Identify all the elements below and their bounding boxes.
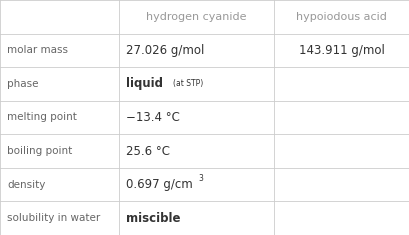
Text: −13.4 °C: −13.4 °C (126, 111, 180, 124)
Text: 143.911 g/mol: 143.911 g/mol (299, 44, 384, 57)
Text: 25.6 °C: 25.6 °C (126, 145, 170, 158)
Text: density: density (7, 180, 46, 190)
Text: 27.026 g/mol: 27.026 g/mol (126, 44, 204, 57)
Text: hydrogen cyanide: hydrogen cyanide (146, 12, 247, 22)
Text: hypoiodous acid: hypoiodous acid (296, 12, 387, 22)
Text: solubility in water: solubility in water (7, 213, 101, 223)
Text: (at STP): (at STP) (173, 79, 203, 88)
Text: phase: phase (7, 79, 39, 89)
Text: melting point: melting point (7, 113, 77, 122)
Text: 0.697 g/cm: 0.697 g/cm (126, 178, 193, 191)
Text: liquid: liquid (126, 77, 163, 90)
Text: boiling point: boiling point (7, 146, 73, 156)
Text: 3: 3 (199, 174, 204, 183)
Text: molar mass: molar mass (7, 45, 68, 55)
Text: miscible: miscible (126, 212, 180, 225)
